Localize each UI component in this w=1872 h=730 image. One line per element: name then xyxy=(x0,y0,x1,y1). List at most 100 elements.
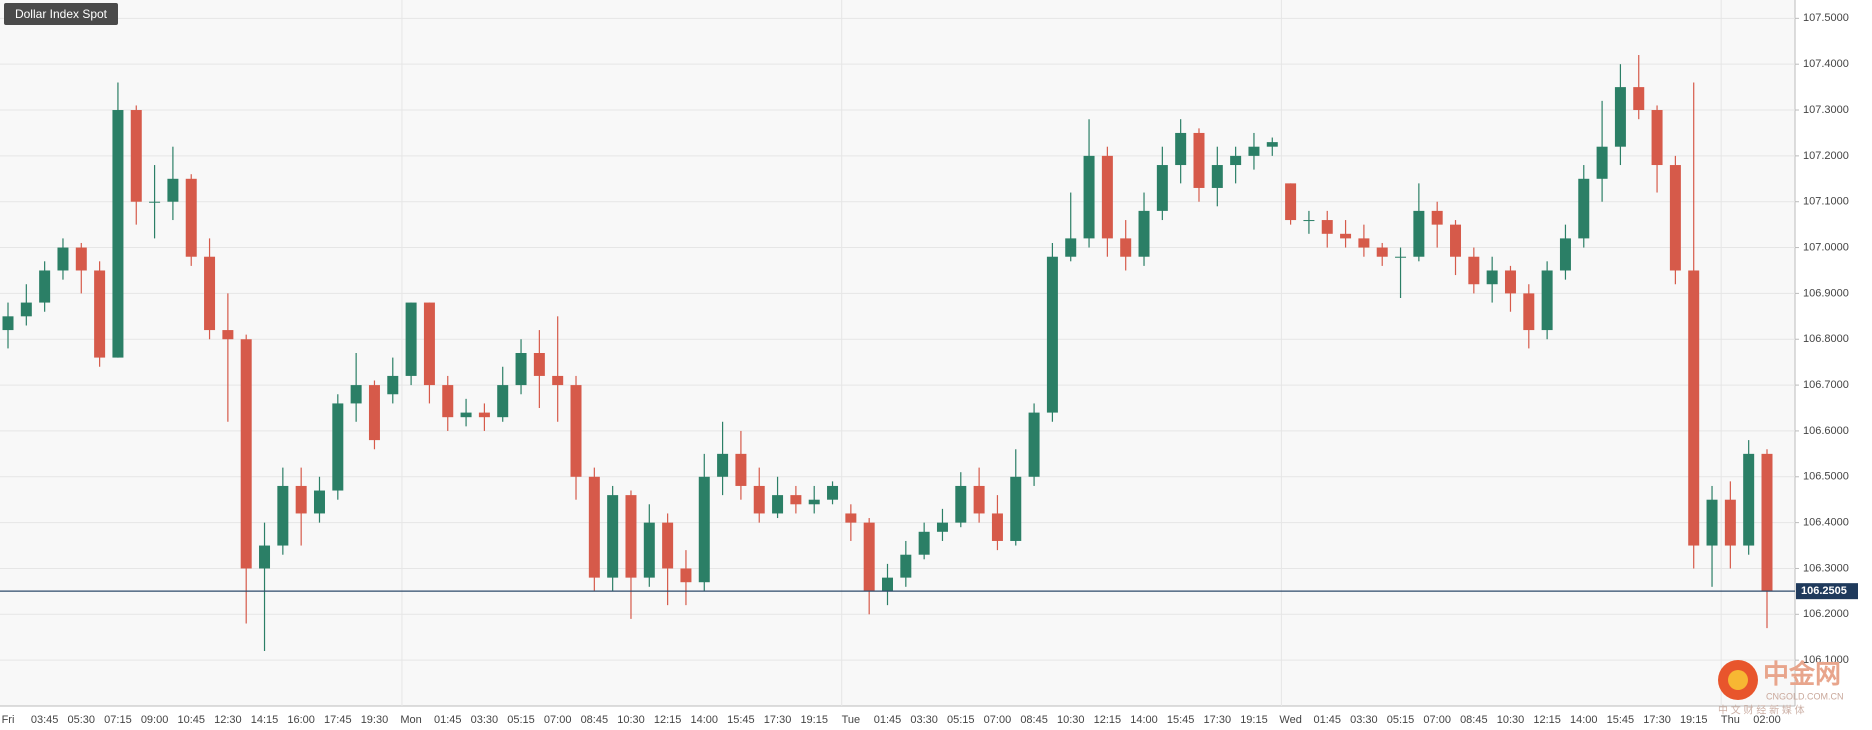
y-tick-label: 106.3000 xyxy=(1803,562,1849,574)
y-tick-label: 106.7000 xyxy=(1803,379,1849,391)
x-tick-label: 07:00 xyxy=(984,714,1012,726)
x-tick-label: 07:00 xyxy=(544,714,572,726)
candle-body xyxy=(497,385,509,418)
last-price-box xyxy=(1796,583,1858,600)
x-tick-label: 10:30 xyxy=(617,714,645,726)
title-box xyxy=(4,3,118,25)
candle-body xyxy=(1761,453,1773,592)
candle-body xyxy=(1120,238,1132,257)
candle-body xyxy=(698,476,710,583)
candle-body xyxy=(1431,210,1443,225)
candle-body xyxy=(753,485,765,514)
x-tick-label: 08:45 xyxy=(1460,714,1488,726)
candle-body xyxy=(387,375,399,395)
candle-body xyxy=(680,568,692,583)
candle-body xyxy=(570,385,582,477)
watermark-logo-inner xyxy=(1728,670,1748,690)
candle-body xyxy=(625,495,637,578)
x-tick-label: 17:30 xyxy=(1204,714,1232,726)
x-tick-label: Wed xyxy=(1279,714,1301,726)
candle-body xyxy=(662,522,674,569)
x-tick-label: 17:30 xyxy=(764,714,792,726)
candle-body xyxy=(1321,220,1333,234)
candle-body xyxy=(295,485,307,514)
x-tick-label: 08:45 xyxy=(1020,714,1048,726)
candle-body xyxy=(900,554,912,578)
x-tick-label: 12:15 xyxy=(654,714,682,726)
candle-body xyxy=(75,247,87,271)
candle-body xyxy=(1065,238,1077,257)
candle-body xyxy=(1101,155,1113,239)
x-tick-label: 07:00 xyxy=(1423,714,1451,726)
x-tick-label: 10:45 xyxy=(177,714,205,726)
candle-body xyxy=(1633,87,1645,111)
x-tick-label: 05:15 xyxy=(947,714,975,726)
candle-body xyxy=(149,201,161,203)
candle-body xyxy=(1175,132,1187,166)
candle-body xyxy=(1303,220,1315,222)
watermark-name: 中金网 xyxy=(1763,659,1841,689)
candle-body xyxy=(222,330,234,340)
y-tick-label: 107.4000 xyxy=(1803,58,1849,70)
x-tick-label: 10:30 xyxy=(1497,714,1525,726)
candle-body xyxy=(277,485,289,546)
x-tick-label: 19:15 xyxy=(1680,714,1708,726)
watermark-tagline: 中 文 财 经 新 媒 体 xyxy=(1718,704,1805,717)
watermark-site: CNGOLD.COM.CN xyxy=(1766,691,1844,701)
x-tick-label: 12:15 xyxy=(1533,714,1561,726)
candle-body xyxy=(423,302,435,386)
x-tick-label: 12:15 xyxy=(1094,714,1122,726)
candle-body xyxy=(1688,270,1700,546)
candle-body xyxy=(1193,132,1205,188)
candle-body xyxy=(643,522,655,578)
x-tick-label: 07:15 xyxy=(104,714,132,726)
labels: 106.1000 106.2000 106.3000 106.4000 106.5000… xyxy=(2,12,1858,726)
x-tick-label: Fri xyxy=(2,714,15,726)
candle-body xyxy=(1010,476,1022,541)
candle-body xyxy=(460,412,472,418)
candle-body xyxy=(1578,178,1590,239)
x-tick-label: 02:00 xyxy=(1753,714,1781,726)
x-tick-label: Tue xyxy=(842,714,861,726)
candle-body xyxy=(204,256,216,331)
candle-body xyxy=(1266,142,1278,147)
y-tick-label: 106.9000 xyxy=(1803,287,1849,299)
y-tick-label: 107.2000 xyxy=(1803,150,1849,162)
candle-body xyxy=(1559,238,1571,271)
x-tick-label: Thu xyxy=(1721,714,1740,726)
candle-body xyxy=(533,353,545,376)
candle-body xyxy=(1724,499,1736,546)
candle-body xyxy=(790,495,802,505)
x-tick-label: 15:45 xyxy=(1607,714,1635,726)
y-tick-label: 106.1000 xyxy=(1803,654,1849,666)
candle-body xyxy=(552,375,564,386)
x-tick-label: 01:45 xyxy=(434,714,462,726)
candle-body xyxy=(350,385,362,404)
candle-body xyxy=(405,302,417,376)
x-tick-label: 05:30 xyxy=(68,714,96,726)
y-tick-label: 107.0000 xyxy=(1803,241,1849,253)
x-tick-label: 19:15 xyxy=(800,714,828,726)
candle-body xyxy=(1248,146,1260,156)
candle-body xyxy=(936,522,948,532)
y-tick-label: 107.1000 xyxy=(1803,196,1849,208)
candle-body xyxy=(1651,110,1663,166)
candle-body xyxy=(991,513,1003,541)
candle-body xyxy=(1376,247,1388,257)
y-tick-label: 106.8000 xyxy=(1803,333,1849,345)
candle-body xyxy=(1614,87,1626,147)
candle-body xyxy=(735,453,747,486)
y-tick-label: 106.4000 xyxy=(1803,517,1849,529)
x-tick-label: 19:15 xyxy=(1240,714,1268,726)
candle-body xyxy=(1285,183,1297,221)
chart-title: Dollar Index Spot xyxy=(15,7,108,21)
candle-body xyxy=(717,453,729,477)
candle-body xyxy=(442,385,454,418)
x-tick-label: 14:00 xyxy=(1130,714,1158,726)
candle-body xyxy=(1138,210,1150,257)
y-tick-label: 106.6000 xyxy=(1803,425,1849,437)
candles xyxy=(0,55,1795,651)
candle-body xyxy=(1486,270,1498,285)
x-tick-label: 08:45 xyxy=(581,714,609,726)
